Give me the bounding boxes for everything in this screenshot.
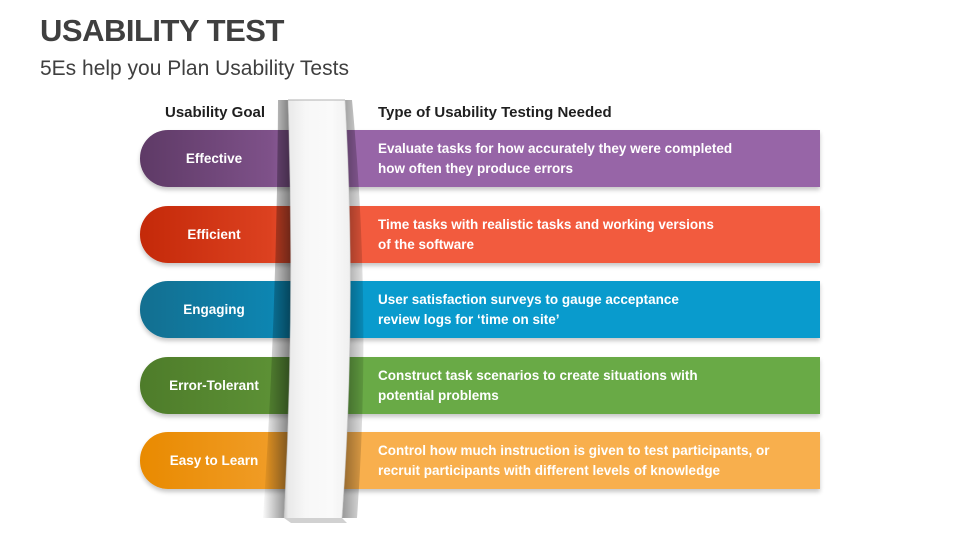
column-header-testing-type: Type of Usability Testing Needed — [378, 104, 612, 121]
goal-label: Efficient — [187, 227, 241, 242]
desc-line: Evaluate tasks for how accurately they w… — [378, 140, 733, 156]
row-effective: Effective Evaluate tasks for how accurat… — [140, 130, 820, 187]
row-engaging: Engaging User satisfaction surveys to ga… — [140, 281, 820, 338]
desc-line: Time tasks with realistic tasks and work… — [378, 216, 714, 232]
testing-type-description: Construct task scenarios to create situa… — [378, 357, 812, 414]
row-easy-to-learn: Easy to Learn Control how much instructi… — [140, 432, 820, 489]
testing-type-description: Control how much instruction is given to… — [378, 432, 812, 489]
goal-label: Error-Tolerant — [169, 378, 259, 393]
goal-label: Effective — [185, 151, 243, 166]
page-subtitle: 5Es help you Plan Usability Tests — [40, 57, 349, 80]
desc-line: how often they produce errors — [378, 160, 574, 176]
testing-type-description: Time tasks with realistic tasks and work… — [378, 206, 812, 263]
page-title: USABILITY TEST — [40, 13, 284, 48]
desc-line: User satisfaction surveys to gauge accep… — [378, 291, 679, 307]
desc-line: Construct task scenarios to create situa… — [378, 367, 698, 383]
desc-line: recruit participants with different leve… — [378, 462, 721, 478]
testing-type-description: User satisfaction surveys to gauge accep… — [378, 281, 812, 338]
testing-type-description: Evaluate tasks for how accurately they w… — [378, 130, 812, 187]
goal-label: Engaging — [183, 302, 245, 317]
goal-label: Easy to Learn — [169, 453, 259, 468]
row-efficient: Efficient Time tasks with realistic task… — [140, 206, 820, 263]
desc-line: Control how much instruction is given to… — [378, 442, 770, 458]
desc-line: of the software — [378, 236, 475, 252]
column-header-usability-goal: Usability Goal — [164, 104, 266, 121]
desc-line: potential problems — [378, 387, 499, 403]
row-error-tolerant: Error-Tolerant Construct task scenarios … — [140, 357, 820, 414]
desc-line: review logs for ‘time on site’ — [378, 311, 560, 327]
